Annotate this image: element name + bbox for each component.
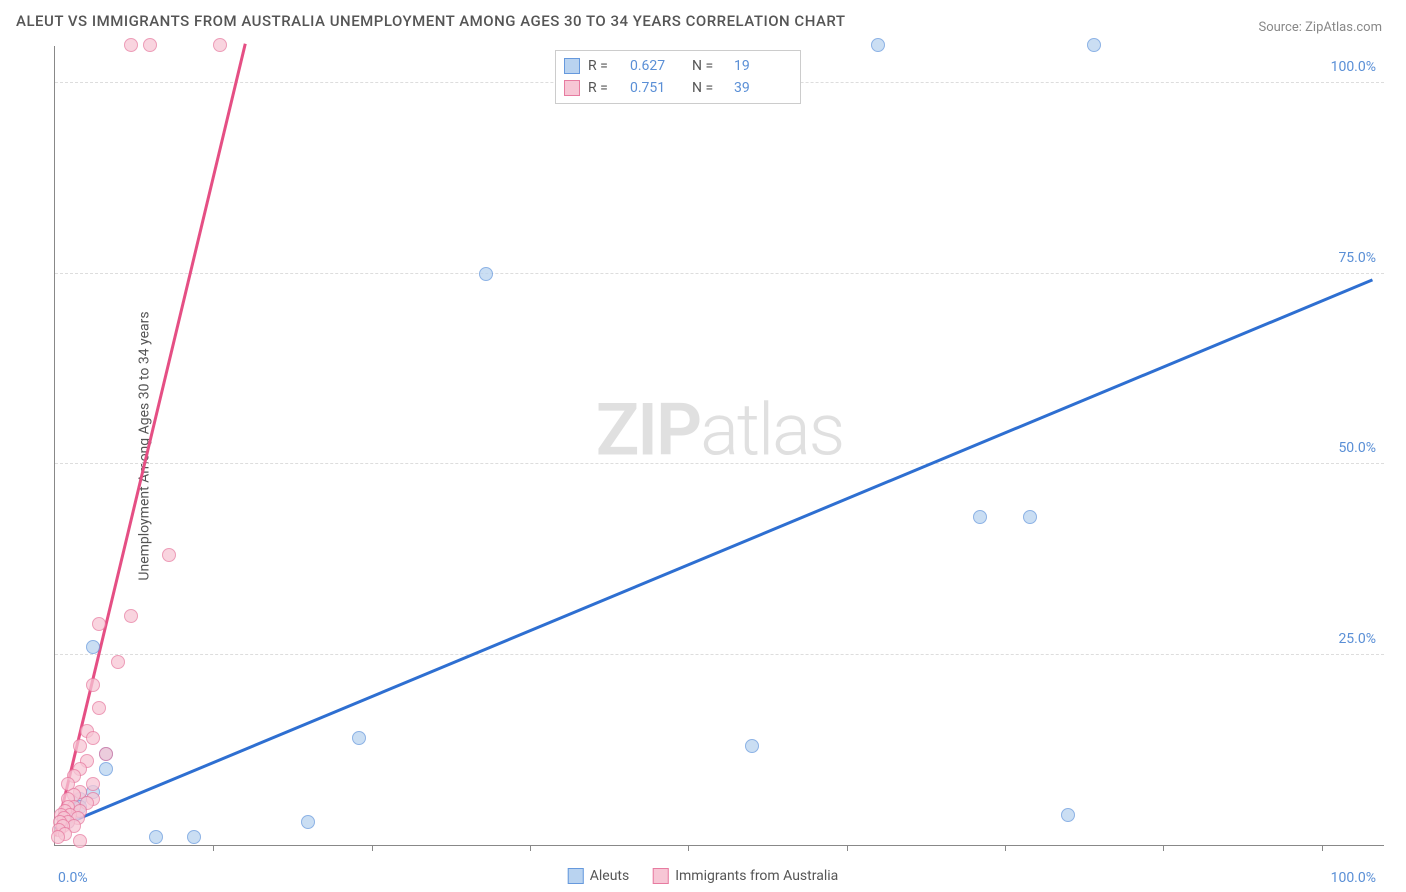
data-point bbox=[99, 762, 113, 776]
watermark-bold: ZIP bbox=[596, 387, 700, 472]
x-tick-max: 100.0% bbox=[1331, 870, 1376, 886]
data-point bbox=[92, 617, 106, 631]
legend-n-label: N = bbox=[692, 80, 726, 96]
gridline-h bbox=[55, 654, 1384, 655]
legend-r-value-2: 0.751 bbox=[630, 80, 684, 96]
data-point bbox=[479, 267, 493, 281]
data-point bbox=[301, 815, 315, 829]
legend-label-2: Immigrants from Australia bbox=[675, 868, 838, 884]
data-point bbox=[143, 38, 157, 52]
x-tick bbox=[688, 845, 689, 851]
series-legend: Aleuts Immigrants from Australia bbox=[568, 868, 839, 884]
trend-line bbox=[55, 279, 1373, 830]
data-point bbox=[973, 510, 987, 524]
x-tick bbox=[847, 845, 848, 851]
legend-n-value-2: 39 bbox=[734, 80, 788, 96]
data-point bbox=[1061, 808, 1075, 822]
gridline-h bbox=[55, 273, 1384, 274]
data-point bbox=[213, 38, 227, 52]
legend-row-2: R = 0.751 N = 39 bbox=[564, 77, 788, 99]
data-point bbox=[86, 678, 100, 692]
data-point bbox=[871, 38, 885, 52]
data-point bbox=[86, 640, 100, 654]
data-point bbox=[745, 739, 759, 753]
data-point bbox=[352, 731, 366, 745]
data-point bbox=[86, 731, 100, 745]
legend-r-label: R = bbox=[588, 58, 622, 74]
chart-title: ALEUT VS IMMIGRANTS FROM AUSTRALIA UNEMP… bbox=[16, 12, 846, 30]
y-tick-label: 75.0% bbox=[1338, 250, 1376, 266]
data-point bbox=[124, 38, 138, 52]
data-point bbox=[51, 830, 65, 844]
legend-row-1: R = 0.627 N = 19 bbox=[564, 55, 788, 77]
x-tick-min: 0.0% bbox=[58, 870, 88, 886]
data-point bbox=[86, 777, 100, 791]
y-tick-label: 25.0% bbox=[1338, 631, 1376, 647]
data-point bbox=[73, 739, 87, 753]
x-tick bbox=[1322, 845, 1323, 851]
data-point bbox=[187, 830, 201, 844]
watermark: ZIPatlas bbox=[596, 387, 844, 472]
legend-r-value-1: 0.627 bbox=[630, 58, 684, 74]
data-point bbox=[124, 609, 138, 623]
legend-n-value-1: 19 bbox=[734, 58, 788, 74]
x-tick bbox=[1163, 845, 1164, 851]
legend-item-2: Immigrants from Australia bbox=[653, 868, 838, 884]
data-point bbox=[149, 830, 163, 844]
watermark-light: atlas bbox=[700, 387, 843, 472]
legend-swatch-immigrants bbox=[653, 868, 669, 884]
x-tick bbox=[372, 845, 373, 851]
source-label: Source: ZipAtlas.com bbox=[1258, 20, 1382, 35]
x-tick bbox=[530, 845, 531, 851]
legend-n-label: N = bbox=[692, 58, 726, 74]
data-point bbox=[1023, 510, 1037, 524]
x-tick bbox=[213, 845, 214, 851]
correlation-legend: R = 0.627 N = 19 R = 0.751 N = 39 bbox=[555, 50, 801, 104]
y-tick-label: 50.0% bbox=[1338, 440, 1376, 456]
data-point bbox=[92, 701, 106, 715]
legend-label-1: Aleuts bbox=[590, 868, 629, 884]
legend-swatch-2 bbox=[564, 80, 580, 96]
scatter-plot-area: ZIPatlas 25.0% 50.0% 75.0% 100.0% bbox=[54, 46, 1384, 846]
legend-swatch-aleuts bbox=[568, 868, 584, 884]
data-point bbox=[1087, 38, 1101, 52]
legend-swatch-1 bbox=[564, 58, 580, 74]
data-point bbox=[111, 655, 125, 669]
data-point bbox=[99, 747, 113, 761]
y-tick-label: 100.0% bbox=[1331, 59, 1376, 75]
gridline-h bbox=[55, 463, 1384, 464]
x-tick bbox=[1005, 845, 1006, 851]
legend-item-1: Aleuts bbox=[568, 868, 629, 884]
data-point bbox=[73, 834, 87, 848]
legend-r-label: R = bbox=[588, 80, 622, 96]
data-point bbox=[162, 548, 176, 562]
trend-line bbox=[54, 43, 246, 836]
